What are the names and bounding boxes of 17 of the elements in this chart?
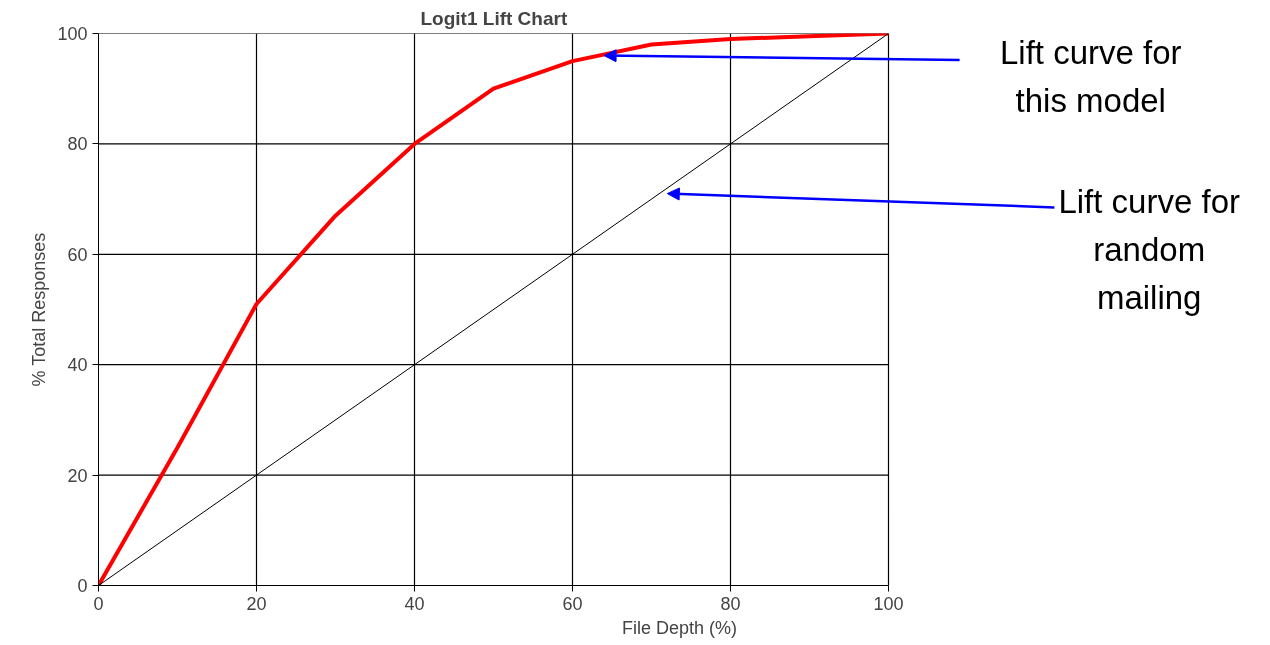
annotation: Lift curve for random mailing [1058, 182, 1240, 316]
x-tick-label: 0 [93, 593, 104, 614]
y-tick-label: 60 [67, 244, 88, 265]
y-tick-label: 80 [67, 134, 88, 155]
x-tick-label: 80 [720, 593, 741, 614]
y-tick-label: 0 [77, 576, 88, 596]
x-tick-label: 100 [873, 593, 904, 614]
y-tick-label: 20 [67, 465, 88, 486]
y-tick-label: 40 [67, 355, 88, 376]
y-axis-title: % Total Responses [29, 232, 50, 387]
x-tick-label: 20 [246, 593, 267, 614]
chart-title: Logit1 Lift Chart [420, 7, 568, 29]
x-tick-label: 40 [404, 593, 425, 614]
x-axis-title: File Depth (%) [621, 617, 738, 638]
y-tick-label: 100 [57, 24, 88, 44]
annotation: Lift curve for this model [999, 33, 1182, 119]
x-tick-label: 60 [562, 593, 583, 614]
